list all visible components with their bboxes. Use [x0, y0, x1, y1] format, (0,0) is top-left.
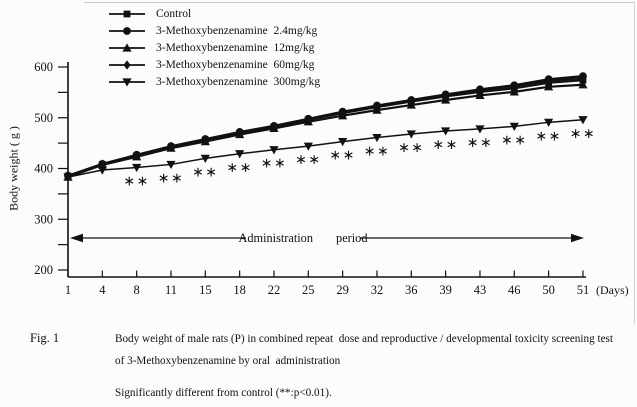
legend-label: 3-Methoxybenzenamine 60mg/kg: [156, 58, 315, 71]
svg-text:50: 50: [542, 283, 555, 297]
caption-line-1: Body weight of male rats (P) in combined…: [115, 333, 614, 345]
diamond-marker-icon: [108, 58, 146, 72]
svg-text:∗∗: ∗∗: [535, 129, 561, 144]
legend: Control 3-Methoxybenzenamine 2.4mg/kg 3-…: [108, 5, 320, 90]
svg-text:600: 600: [34, 60, 53, 74]
caption-line-2: of 3-Methoxybenzenamine by oral administ…: [115, 355, 341, 367]
legend-item-dose-2-4: 3-Methoxybenzenamine 2.4mg/kg: [108, 22, 320, 39]
legend-item-dose-12: 3-Methoxybenzenamine 12mg/kg: [108, 39, 320, 56]
svg-text:32: 32: [371, 283, 384, 297]
legend-item-dose-300: 3-Methoxybenzenamine 300mg/kg: [108, 73, 320, 90]
svg-text:∗∗: ∗∗: [501, 133, 527, 148]
svg-text:43: 43: [474, 283, 487, 297]
svg-text:500: 500: [34, 111, 53, 125]
svg-text:4: 4: [99, 283, 106, 297]
legend-label: Control: [156, 7, 192, 20]
svg-text:300: 300: [34, 212, 53, 226]
series-triangle-down: [63, 116, 588, 182]
scan-border-top: [84, 2, 635, 3]
svg-text:∗∗: ∗∗: [398, 141, 424, 156]
svg-text:51: 51: [577, 283, 590, 297]
x-axis-unit-label: (Days): [596, 283, 629, 297]
svg-text:29: 29: [336, 283, 349, 297]
svg-text:∗∗: ∗∗: [192, 165, 218, 180]
svg-text:∗∗: ∗∗: [467, 136, 493, 151]
svg-text:25: 25: [302, 283, 315, 297]
series-diamond: [64, 73, 587, 181]
svg-text:36: 36: [405, 283, 418, 297]
administration-period-annotation: Administration period: [70, 231, 584, 245]
triangle-down-marker-icon: [108, 75, 146, 89]
svg-text:Administration period: Administration period: [239, 231, 368, 245]
svg-text:∗∗: ∗∗: [123, 174, 149, 189]
svg-text:22: 22: [268, 283, 281, 297]
svg-text:∗∗: ∗∗: [158, 171, 184, 186]
square-marker-icon: [108, 7, 146, 21]
legend-item-dose-60: 3-Methoxybenzenamine 60mg/kg: [108, 56, 320, 73]
legend-label: 3-Methoxybenzenamine 2.4mg/kg: [156, 24, 318, 37]
svg-text:∗∗: ∗∗: [329, 149, 355, 164]
circle-marker-icon: [108, 24, 146, 38]
figure-number: Fig. 1: [30, 331, 60, 345]
svg-text:∗∗: ∗∗: [226, 161, 252, 176]
y-axis-ticks: 200 300 400 500 600: [34, 60, 68, 277]
svg-text:18: 18: [233, 283, 246, 297]
legend-item-control: Control: [108, 5, 320, 22]
svg-text:∗∗: ∗∗: [364, 145, 390, 160]
significance-marks: ∗∗ ∗∗ ∗∗ ∗∗ ∗∗ ∗∗ ∗∗ ∗∗ ∗∗ ∗∗ ∗∗ ∗∗ ∗∗ ∗∗: [123, 127, 596, 190]
svg-text:15: 15: [199, 283, 212, 297]
y-axis-label: Body weight ( g ): [6, 126, 21, 211]
legend-label: 3-Methoxybenzenamine 12mg/kg: [156, 41, 315, 54]
caption-significance-note: Significantly different from control (**…: [115, 387, 332, 399]
svg-text:39: 39: [439, 283, 452, 297]
svg-text:46: 46: [508, 283, 521, 297]
svg-text:∗∗: ∗∗: [261, 157, 287, 172]
scan-border-right: [634, 2, 635, 324]
svg-text:1: 1: [65, 283, 71, 297]
svg-text:8: 8: [134, 283, 140, 297]
svg-text:∗∗: ∗∗: [432, 138, 458, 153]
triangle-up-marker-icon: [108, 41, 146, 55]
svg-text:11: 11: [165, 283, 177, 297]
axes: [67, 62, 586, 278]
body-weight-chart: 200 300 400 500 600 1 4 8 11 15 18 22 25 29 32 36 39 43 46…: [34, 60, 596, 297]
legend-label: 3-Methoxybenzenamine 300mg/kg: [156, 75, 321, 88]
series-triangle-up: [63, 80, 588, 181]
svg-text:200: 200: [34, 263, 53, 277]
svg-text:400: 400: [34, 162, 53, 176]
x-axis-ticks: 1 4 8 11 15 18 22 25 29 32 36 39 43 46 50 51: [65, 270, 590, 297]
svg-text:∗∗: ∗∗: [295, 153, 321, 168]
svg-text:∗∗: ∗∗: [570, 127, 596, 142]
